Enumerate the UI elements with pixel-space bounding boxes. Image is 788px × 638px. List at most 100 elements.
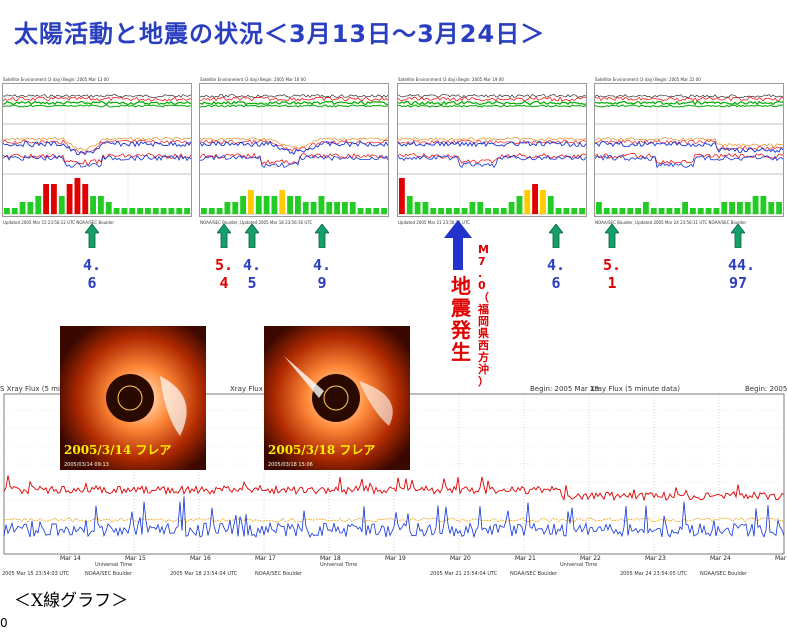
kp-bar bbox=[666, 208, 673, 214]
kp-bar bbox=[438, 208, 444, 214]
kp-bar bbox=[508, 202, 515, 214]
panel-plot bbox=[397, 84, 587, 215]
kp-bar bbox=[721, 202, 728, 214]
kp-bar bbox=[500, 208, 507, 214]
magnitude-value: 5. 4 bbox=[214, 256, 234, 292]
kp-bar bbox=[216, 208, 223, 214]
kp-bar bbox=[35, 196, 42, 214]
kp-bar bbox=[74, 178, 81, 214]
kp-bar bbox=[224, 202, 231, 214]
panel-footer: NOAA/SEC Boulder, Updated 2005 Mar 24 23… bbox=[595, 220, 747, 225]
kp-bar bbox=[399, 178, 405, 214]
kp-bar bbox=[422, 202, 429, 214]
xray-footer: 2005 Mar 24 23:54:05 UTC bbox=[620, 571, 688, 577]
kp-bar bbox=[737, 202, 743, 214]
kp-bar bbox=[381, 208, 387, 214]
kp-bar bbox=[27, 202, 34, 214]
xray-header: S Xray Flux (5 minute data) bbox=[0, 385, 97, 393]
xray-footer: 2005 Mar 18 23:54:04 UTC bbox=[170, 571, 238, 577]
magnitude-value: 4. 6 bbox=[546, 256, 566, 292]
xray-tick: Mar 14 bbox=[60, 555, 81, 562]
kp-bar bbox=[516, 196, 523, 214]
kp-bar bbox=[453, 208, 460, 214]
kp-bar bbox=[248, 190, 254, 214]
xray-header: Begin: 2005 Mar 22 bbox=[745, 385, 788, 393]
kp-bar bbox=[674, 208, 681, 214]
panel-footer: Updated 2005 Mar 21 23:56:11 UTC bbox=[398, 220, 471, 225]
up-arrow-icon bbox=[549, 224, 563, 248]
satellite-panel: Satellite Environment (3 day) Begin: 200… bbox=[594, 77, 784, 225]
kp-bar bbox=[524, 190, 531, 214]
kp-bar bbox=[271, 196, 278, 214]
kp-bar bbox=[90, 196, 96, 214]
magnitude-label: M 7. 0 （福岡県西方沖） bbox=[478, 243, 489, 388]
kp-bar bbox=[295, 196, 301, 214]
kp-bar bbox=[11, 208, 18, 214]
panel-header: Satellite Environment (3 day) Begin: 200… bbox=[398, 77, 504, 82]
xray-tick: Mar 22 bbox=[580, 555, 601, 562]
kp-bar bbox=[579, 208, 585, 214]
kp-bar bbox=[658, 208, 665, 214]
up-arrow-icon bbox=[731, 224, 745, 248]
magnitude-value: 5. 1 bbox=[602, 256, 622, 292]
kp-bar bbox=[619, 208, 626, 214]
flare-photo-2: 2005/3/18 フレア 2005/03/18 15:06 bbox=[264, 326, 410, 470]
kp-bar bbox=[58, 196, 65, 214]
photo-timestamp: 2005/03/18 15:06 bbox=[268, 462, 313, 468]
kp-bar bbox=[643, 202, 649, 214]
kp-bar bbox=[414, 202, 421, 214]
kp-bar bbox=[137, 208, 143, 214]
kp-bar bbox=[98, 196, 104, 214]
kp-bar bbox=[232, 202, 239, 214]
kp-bar bbox=[461, 208, 468, 214]
up-arrow-icon bbox=[245, 224, 259, 248]
magnitude-value: 4. 6 bbox=[82, 256, 102, 292]
kp-bar bbox=[776, 202, 782, 214]
xray-tick: Mar 20 bbox=[450, 555, 471, 562]
kp-bar bbox=[240, 196, 246, 214]
satellite-panel: Satellite Environment (3 day) Begin: 200… bbox=[397, 77, 587, 225]
panel-header: Satellite Environment (3 day) Begin: 200… bbox=[200, 77, 306, 82]
up-arrow-icon bbox=[85, 224, 99, 248]
kp-bar bbox=[19, 202, 26, 214]
kp-bar bbox=[406, 196, 413, 214]
flare-photo-1: 2005/3/14 フレア 2005/03/14 09:13 bbox=[60, 326, 206, 470]
magnitude-value: 44. 97 bbox=[728, 256, 756, 292]
kp-bar bbox=[176, 208, 183, 214]
panel-header: Satellite Environment (3 day) Begin: 200… bbox=[595, 77, 701, 82]
kp-bar bbox=[493, 208, 499, 214]
kp-bar bbox=[145, 208, 151, 214]
kp-bar bbox=[532, 184, 538, 214]
page-title: 太陽活動と地震の状況＜3月13日～3月24日＞ bbox=[14, 20, 546, 48]
xray-tick: Mar 18 bbox=[320, 555, 341, 562]
up-arrow-icon bbox=[217, 224, 231, 248]
kp-bar bbox=[287, 196, 293, 214]
xray-footer: 2005 Mar 15 23:54:03 UTC bbox=[2, 571, 70, 577]
kp-bar bbox=[697, 208, 704, 214]
up-arrow-icon bbox=[315, 224, 329, 248]
kp-bar bbox=[705, 208, 712, 214]
kp-bar bbox=[82, 184, 89, 214]
kp-bar bbox=[760, 196, 767, 214]
kp-bar bbox=[66, 184, 73, 214]
kp-bar bbox=[129, 208, 136, 214]
kp-bar bbox=[547, 196, 554, 214]
kp-bar bbox=[263, 196, 270, 214]
kp-bar bbox=[682, 202, 688, 214]
kp-bar bbox=[555, 208, 562, 214]
xray-header: Xray Flux (5 minute data) bbox=[590, 385, 680, 393]
xray-graph-label: ＜X線グラフ＞ bbox=[14, 591, 129, 611]
kp-bar bbox=[446, 208, 452, 214]
xray-axis-label: Universal Time bbox=[95, 562, 132, 568]
kp-bar bbox=[477, 202, 484, 214]
xray-footer: 2005 Mar 21 23:54:04 UTC bbox=[430, 571, 498, 577]
kp-bar bbox=[208, 208, 215, 214]
photo-timestamp: 2005/03/14 09:13 bbox=[64, 462, 109, 468]
page-number: 0 bbox=[0, 616, 8, 630]
kp-bar bbox=[105, 202, 112, 214]
xray-axis-label: Universal Time bbox=[560, 562, 597, 568]
kp-bar bbox=[635, 208, 641, 214]
kp-bar bbox=[51, 184, 57, 214]
xray-footer: NOAA/SEC Boulder bbox=[700, 571, 748, 577]
kp-bar bbox=[326, 202, 333, 214]
